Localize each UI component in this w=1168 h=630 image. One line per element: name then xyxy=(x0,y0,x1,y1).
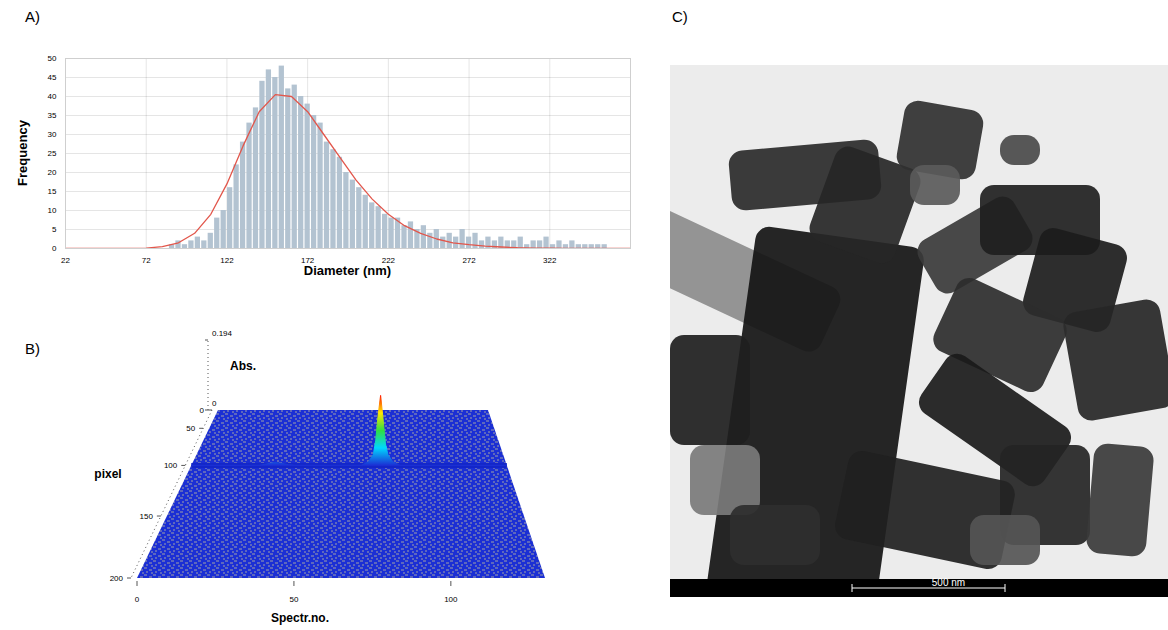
html-text:C): C) xyxy=(672,8,688,25)
svg-text:25: 25 xyxy=(48,149,57,158)
html-text:Diameter (nm): Diameter (nm) xyxy=(303,263,392,278)
svg-text:200: 200 xyxy=(110,574,124,583)
svg-text:Spectr.no.: Spectr.no. xyxy=(271,611,329,625)
svg-text:100: 100 xyxy=(444,595,458,604)
svg-text:5: 5 xyxy=(52,225,57,234)
svg-text:172: 172 xyxy=(301,256,315,266)
svg-text:15: 15 xyxy=(48,187,57,196)
svg-text:150: 150 xyxy=(140,512,154,521)
svg-text:10: 10 xyxy=(48,206,57,215)
svg-text:50: 50 xyxy=(48,54,57,63)
svg-text:272: 272 xyxy=(462,256,476,265)
svg-text:122: 122 xyxy=(220,256,234,265)
svg-text:50: 50 xyxy=(289,595,298,604)
svg-text:0: 0 xyxy=(200,406,205,415)
html-text:Frequency: Frequency xyxy=(14,120,30,186)
svg-text:35: 35 xyxy=(48,111,57,120)
svg-text:22: 22 xyxy=(61,256,70,265)
svg-text:100: 100 xyxy=(164,461,178,470)
svg-text:pixel: pixel xyxy=(94,467,121,481)
svg-text:500 nm: 500 nm xyxy=(932,577,965,588)
svg-text:222: 222 xyxy=(381,256,395,266)
html-text:B): B) xyxy=(25,340,40,357)
svg-text:72: 72 xyxy=(142,256,151,265)
svg-text:322: 322 xyxy=(543,256,557,265)
svg-text:0: 0 xyxy=(212,399,217,408)
svg-text:20: 20 xyxy=(48,168,57,177)
svg-text:0: 0 xyxy=(135,595,140,604)
svg-text:0.194: 0.194 xyxy=(212,329,233,338)
svg-text:30: 30 xyxy=(48,130,57,139)
svg-text:50: 50 xyxy=(186,424,195,433)
svg-text:0: 0 xyxy=(52,244,57,253)
html-text:A): A) xyxy=(25,8,40,25)
svg-text:45: 45 xyxy=(48,73,57,82)
svg-text:Abs.: Abs. xyxy=(230,359,256,373)
svg-text:40: 40 xyxy=(48,92,57,101)
